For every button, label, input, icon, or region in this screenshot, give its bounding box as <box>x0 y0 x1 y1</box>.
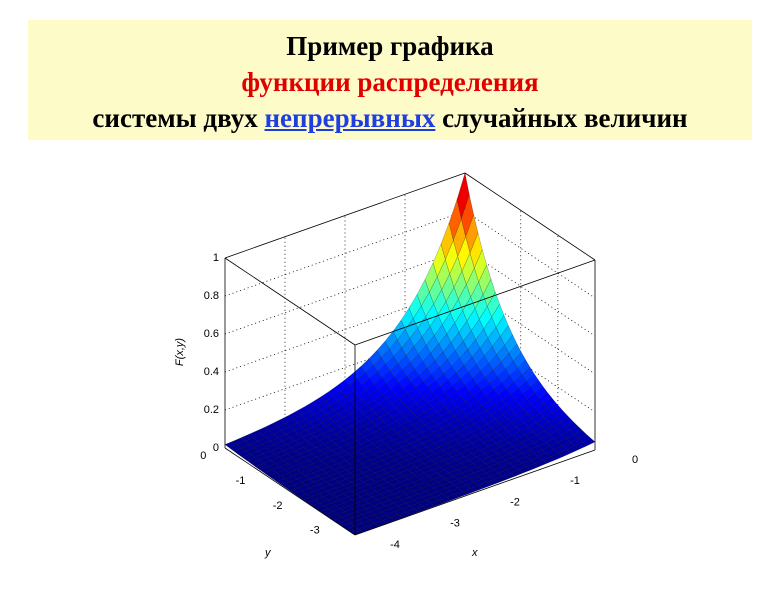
z-tick-label: 0.8 <box>204 290 219 302</box>
title-line: системы двух непрерывных случайных велич… <box>28 100 752 136</box>
x-tick-label: -2 <box>510 496 520 508</box>
title-line: Пример графика <box>286 31 494 61</box>
axis-edge <box>464 172 596 261</box>
x-tick-label: -1 <box>570 475 580 487</box>
z-tick-label: 0.2 <box>204 404 219 416</box>
x-axis-label: x <box>471 547 478 559</box>
y-tick-label: -3 <box>310 525 320 537</box>
title-banner: Пример графика функции распределения сис… <box>28 20 752 140</box>
grid-line <box>224 210 466 297</box>
x-tick-label: -4 <box>390 539 400 551</box>
z-tick-label: 0.4 <box>204 366 219 378</box>
title-line: функции распределения <box>241 67 539 97</box>
y-tick-label: 0 <box>200 450 206 462</box>
z-tick-label: 1 <box>213 252 219 264</box>
y-axis-label: y <box>264 547 272 559</box>
x-tick-label: 0 <box>632 454 638 466</box>
axis-edge <box>224 172 466 259</box>
z-axis-label: F(x,y) <box>174 338 186 366</box>
grid-line <box>224 248 466 335</box>
z-tick-label: 0.6 <box>204 328 219 340</box>
axis-edge <box>224 447 356 536</box>
y-tick-label: -1 <box>236 475 246 487</box>
axis-edge <box>354 449 596 536</box>
z-tick-label: 0 <box>213 442 219 454</box>
y-tick-label: -2 <box>273 500 283 512</box>
x-tick-label: -3 <box>450 518 460 530</box>
surface <box>224 172 596 536</box>
text: системы двух <box>92 103 258 133</box>
link[interactable]: непрерывных <box>264 103 436 133</box>
text: случайных величин <box>442 103 688 133</box>
axis-edge <box>354 259 596 346</box>
axis-edge <box>224 257 356 346</box>
